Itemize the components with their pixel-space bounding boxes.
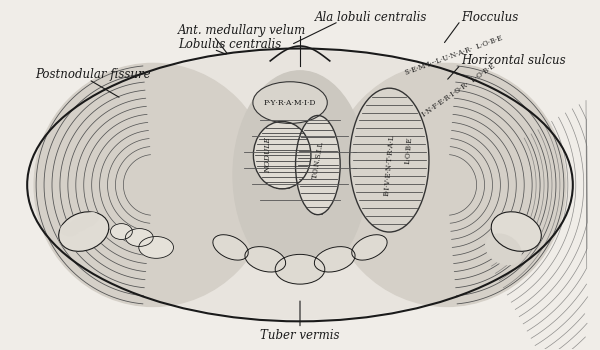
Ellipse shape <box>485 234 521 265</box>
Text: Horizontal sulcus: Horizontal sulcus <box>461 54 565 67</box>
Ellipse shape <box>110 224 133 239</box>
Text: B·I·V·E·N·T·R·A·L: B·I·V·E·N·T·R·A·L <box>383 134 396 196</box>
Ellipse shape <box>139 237 173 258</box>
Ellipse shape <box>253 82 327 124</box>
Ellipse shape <box>314 247 355 272</box>
Text: Tuber vermis: Tuber vermis <box>260 329 340 342</box>
Text: S·E·M·I·-·L·U·N·A·R·  L·O·B·E: S·E·M·I·-·L·U·N·A·R· L·O·B·E <box>404 35 503 77</box>
Text: Flocculus: Flocculus <box>461 10 518 23</box>
Ellipse shape <box>233 71 367 279</box>
Ellipse shape <box>350 88 429 232</box>
Ellipse shape <box>352 235 387 260</box>
Ellipse shape <box>213 235 248 260</box>
Text: Postnodular fissure: Postnodular fissure <box>35 68 151 81</box>
Ellipse shape <box>61 224 79 236</box>
Text: I·N·F·E·R·I·O·R·  L·O·B·E: I·N·F·E·R·I·O·R· L·O·B·E <box>421 62 497 119</box>
Ellipse shape <box>253 121 311 189</box>
Ellipse shape <box>491 212 541 251</box>
Text: T.O.N.S.I.L: T.O.N.S.I.L <box>311 141 325 180</box>
Text: P·Y·R·A·M·I·D: P·Y·R·A·M·I·D <box>264 99 316 107</box>
Ellipse shape <box>245 247 286 272</box>
Ellipse shape <box>71 218 89 231</box>
Ellipse shape <box>59 212 109 251</box>
Text: Ant. medullary velum: Ant. medullary velum <box>178 25 306 37</box>
Text: Ala lobuli centralis: Ala lobuli centralis <box>315 10 427 23</box>
Ellipse shape <box>275 254 325 284</box>
Text: Lobulus centralis: Lobulus centralis <box>178 38 281 51</box>
Text: L·O·B·E: L·O·B·E <box>404 136 414 164</box>
Ellipse shape <box>328 63 566 307</box>
Ellipse shape <box>82 213 98 226</box>
Ellipse shape <box>296 116 340 215</box>
Ellipse shape <box>34 63 272 307</box>
Text: NODULE: NODULE <box>264 137 272 173</box>
Ellipse shape <box>29 51 571 319</box>
Ellipse shape <box>125 229 153 246</box>
